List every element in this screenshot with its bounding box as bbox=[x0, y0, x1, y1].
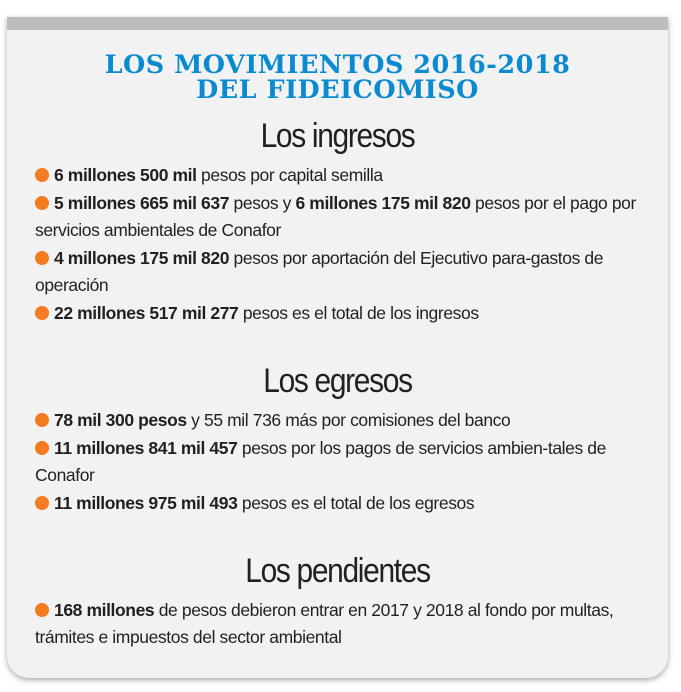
item-text: pesos por aportación del Ejecutivo para-… bbox=[35, 248, 604, 295]
ingresos-list: 6 millones 500 mil pesos por capital sem… bbox=[7, 162, 668, 327]
list-item: 4 millones 175 mil 820 pesos por aportac… bbox=[35, 245, 646, 299]
bullet-icon bbox=[35, 306, 49, 320]
item-text: de pesos debieron entrar en 2017 y 2018 … bbox=[35, 600, 614, 647]
bullet-icon bbox=[35, 496, 49, 510]
section-heading-ingresos: Los ingresos bbox=[260, 117, 416, 155]
main-title: LOS MOVIMIENTOS 2016-2018 DEL FIDEICOMIS… bbox=[7, 52, 668, 102]
egresos-list: 78 mil 300 pesos y 55 mil 736 más por co… bbox=[7, 407, 668, 517]
item-text: pesos por el pago por servicios ambienta… bbox=[35, 193, 636, 240]
amount: 11 millones 975 mil 493 bbox=[54, 493, 238, 513]
bullet-icon bbox=[35, 603, 49, 617]
list-item: 5 millones 665 mil 637 pesos y 6 millone… bbox=[35, 190, 646, 244]
amount: 11 millones 841 mil 457 bbox=[54, 438, 238, 458]
amount: 168 millones bbox=[54, 600, 155, 620]
bullet-icon bbox=[35, 168, 49, 182]
amount: 6 millones 500 mil bbox=[54, 165, 197, 185]
infographic-card: LOS MOVIMIENTOS 2016-2018 DEL FIDEICOMIS… bbox=[7, 17, 668, 678]
item-text: pesos es el total de los egresos bbox=[237, 493, 475, 513]
list-item: 78 mil 300 pesos y 55 mil 736 más por co… bbox=[35, 407, 646, 434]
title-line-1: LOS MOVIMIENTOS 2016-2018 bbox=[104, 50, 571, 79]
list-item: 22 millones 517 mil 277 pesos es el tota… bbox=[35, 300, 646, 327]
amount: 22 millones 517 mil 277 bbox=[54, 303, 239, 323]
list-item: 11 millones 841 mil 457 pesos por los pa… bbox=[35, 435, 646, 489]
list-item: 11 millones 975 mil 493 pesos es el tota… bbox=[35, 490, 646, 517]
list-item: 168 millones de pesos debieron entrar en… bbox=[35, 597, 646, 651]
list-item: 6 millones 500 mil pesos por capital sem… bbox=[35, 162, 646, 189]
bullet-icon bbox=[35, 441, 49, 455]
top-bar bbox=[7, 17, 668, 30]
item-text: pesos es el total de los ingresos bbox=[238, 303, 479, 323]
amount: 4 millones 175 mil 820 bbox=[54, 248, 230, 268]
bullet-icon bbox=[35, 196, 49, 210]
amount: 78 mil 300 pesos bbox=[54, 410, 187, 430]
item-text: pesos por capital semilla bbox=[196, 165, 383, 185]
item-text: y 55 mil 736 más por comisiones del banc… bbox=[186, 410, 511, 430]
pendientes-list: 168 millones de pesos debieron entrar en… bbox=[7, 597, 668, 651]
title-line-2: DEL FIDEICOMISO bbox=[196, 75, 479, 104]
amount: 5 millones 665 mil 637 bbox=[54, 193, 230, 213]
bullet-icon bbox=[35, 251, 49, 265]
bullet-icon bbox=[35, 413, 49, 427]
section-heading-pendientes: Los pendientes bbox=[245, 552, 431, 590]
section-heading-egresos: Los egresos bbox=[263, 362, 413, 400]
item-text: pesos por los pagos de servicios ambien-… bbox=[35, 438, 606, 485]
item-text: pesos y bbox=[229, 193, 296, 213]
amount: 6 millones 175 mil 820 bbox=[295, 193, 471, 213]
